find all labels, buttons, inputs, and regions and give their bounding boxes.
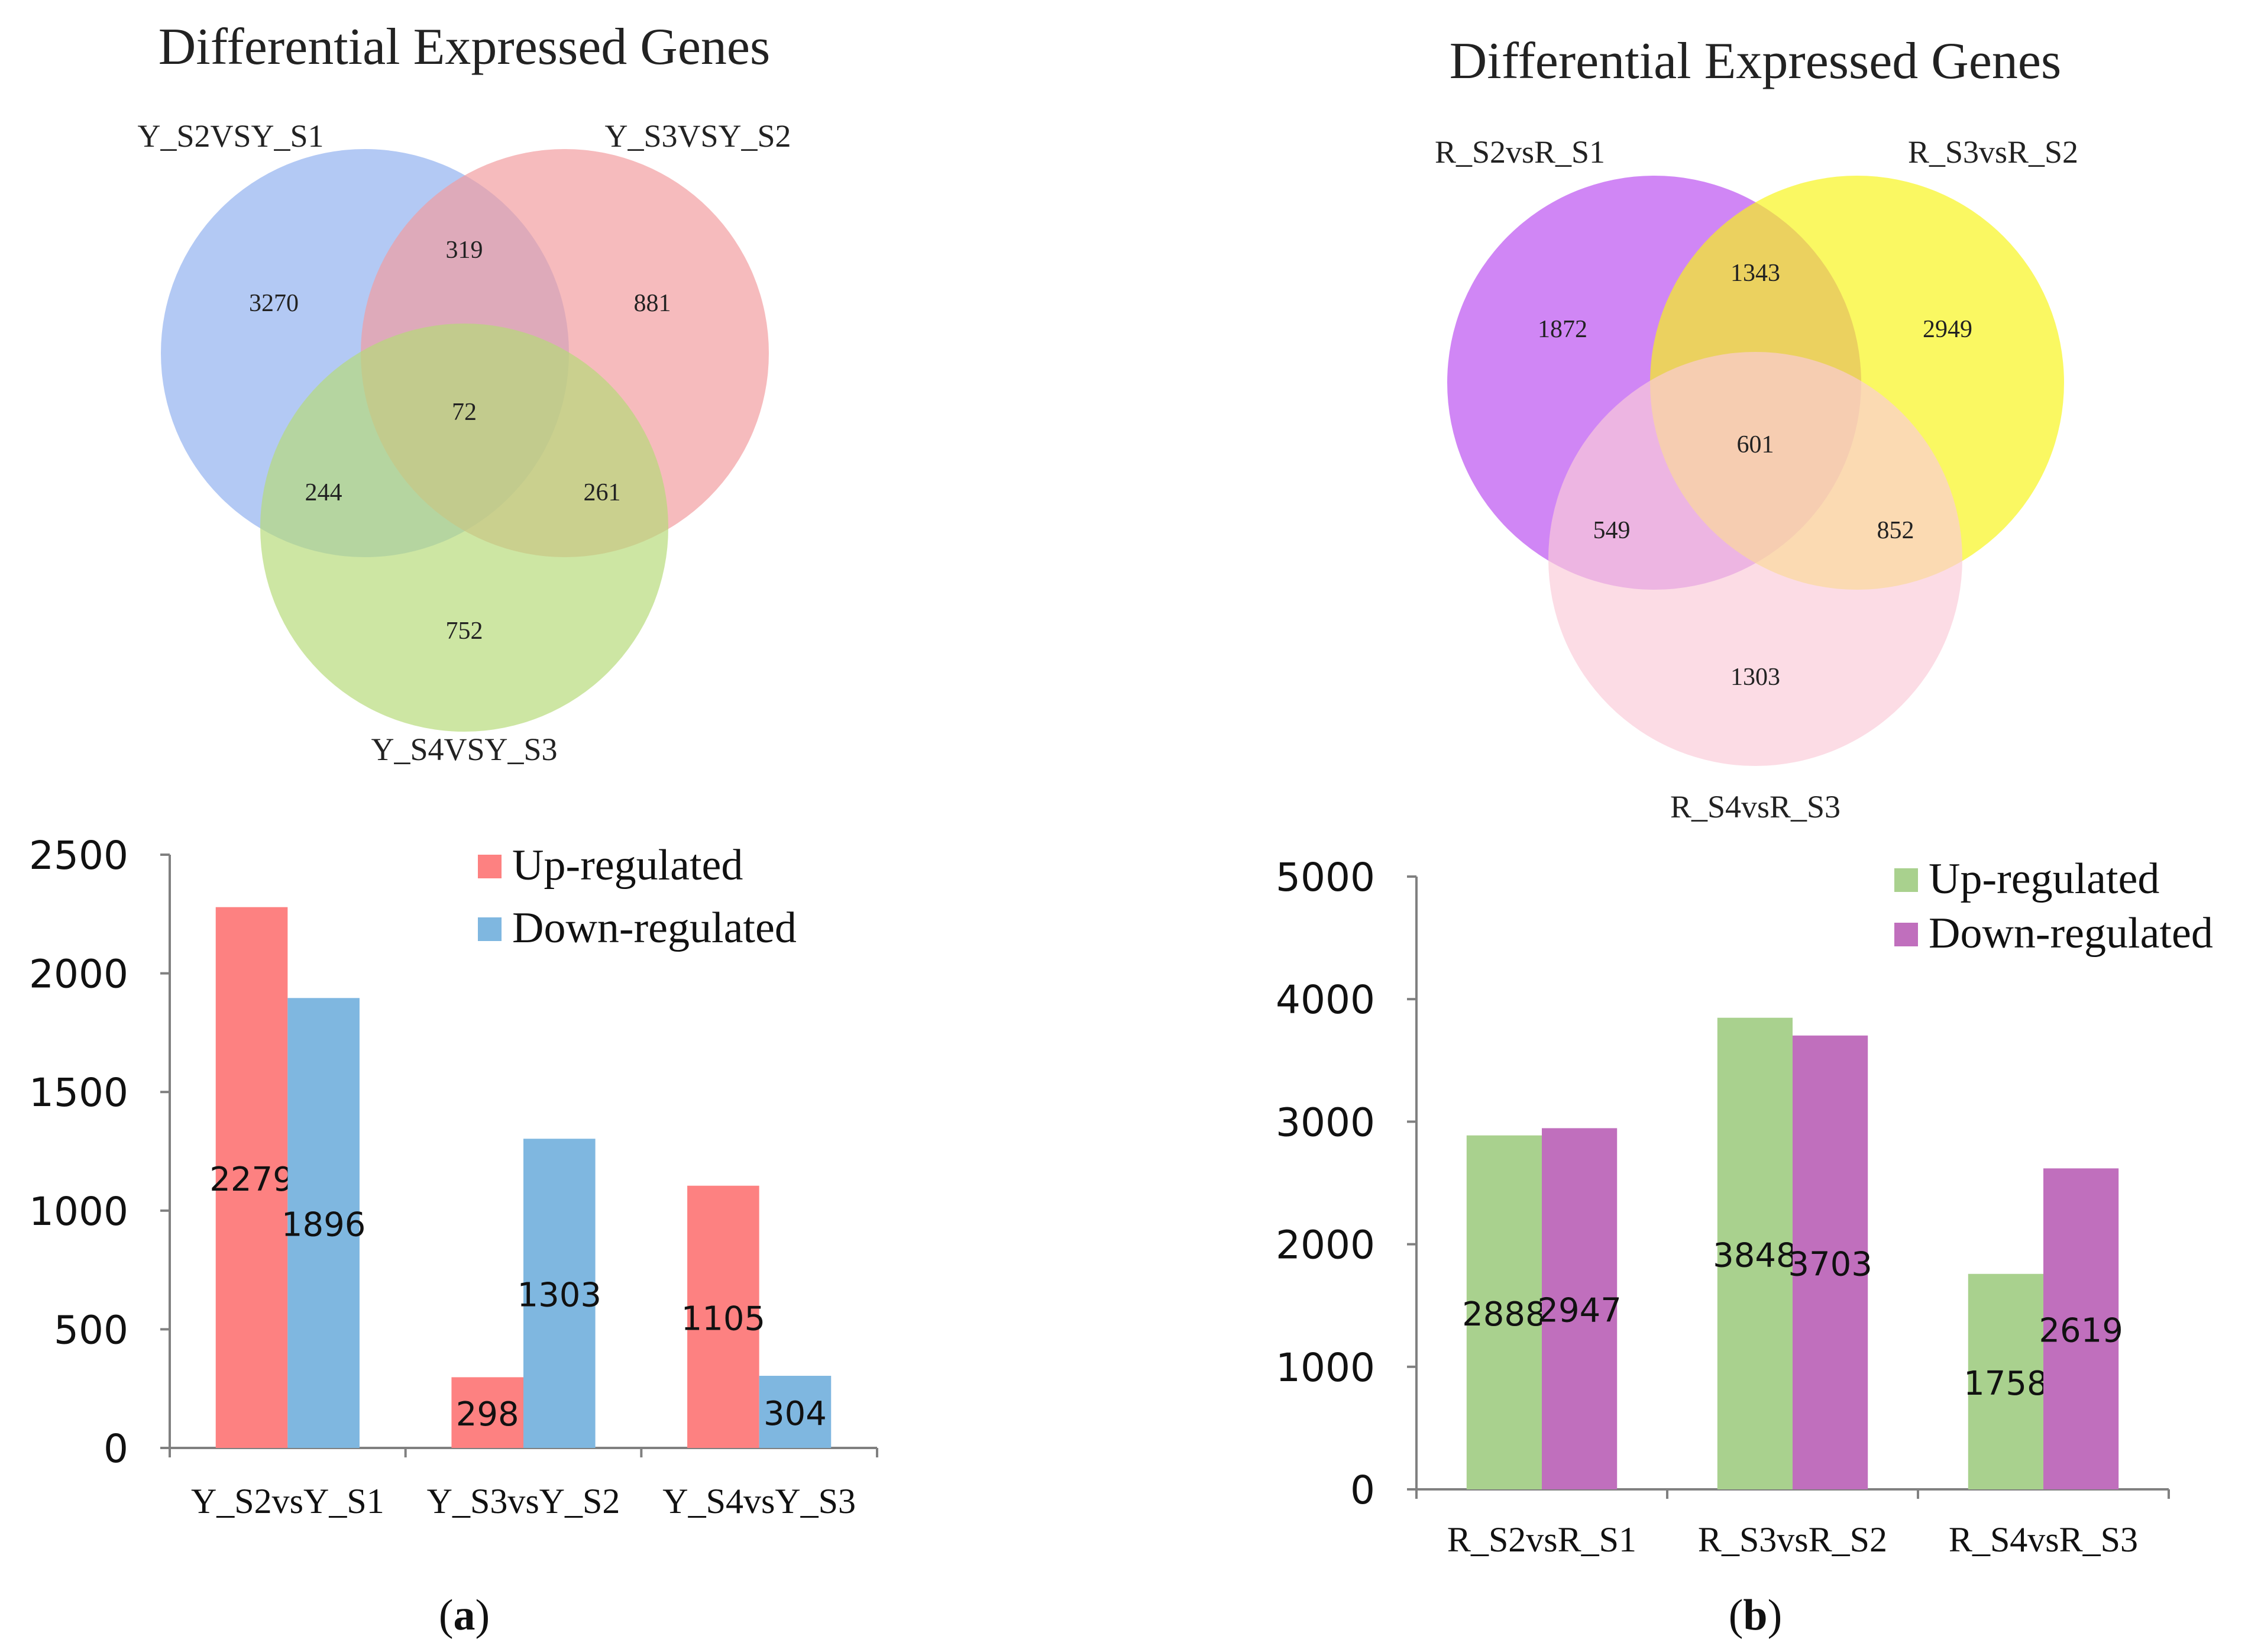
venn-a-region-123: 72 xyxy=(452,399,477,426)
data-label-a: 1105 xyxy=(681,1299,766,1338)
legend-label-a: Up-regulated xyxy=(512,841,743,890)
venn-a-region-12: 319 xyxy=(446,237,483,264)
venn-b-set-label-2: R_S3vsR_S2 xyxy=(1908,134,2078,170)
bar-b-up xyxy=(1717,1017,1793,1489)
y-tick-label-b: 2000 xyxy=(1276,1223,1375,1268)
legend-swatch-a xyxy=(478,855,502,878)
y-tick-label-a: 2500 xyxy=(29,833,128,878)
panel-label-a-letter: a xyxy=(454,1591,476,1640)
y-tick-label-a: 1000 xyxy=(29,1189,128,1234)
data-label-a: 304 xyxy=(764,1395,827,1433)
panel-label-b-letter: b xyxy=(1743,1591,1767,1640)
venn-b-circle-3 xyxy=(1548,352,1962,766)
data-label-b: 2947 xyxy=(1537,1292,1622,1330)
bar-a-down xyxy=(523,1139,596,1448)
venn-a-region-13: 244 xyxy=(305,479,342,506)
data-label-a: 1303 xyxy=(517,1276,602,1315)
data-label-b: 2888 xyxy=(1462,1295,1547,1334)
bar-chart-a: 0 500 1000 1500 2000 2500 Y_S2vsY_S1 Y_S3vsY_S2… xyxy=(29,833,878,1521)
data-label-a: 2279 xyxy=(209,1160,294,1199)
venn-b: Differential Expressed Genes R_S2vsR_S1 … xyxy=(1435,33,2078,825)
panel-label-a: (a) xyxy=(439,1591,490,1640)
bar-b-down xyxy=(1542,1128,1618,1489)
venn-a-circle-3 xyxy=(260,324,668,732)
y-tick-label-b: 3000 xyxy=(1276,1100,1375,1145)
venn-a-region-1: 3270 xyxy=(249,290,299,317)
legend-swatch-b xyxy=(1894,923,1918,946)
venn-a: Differential Expressed Genes Y_S2VSY_S1 … xyxy=(137,18,791,767)
y-tick-label-a: 1500 xyxy=(29,1070,128,1116)
y-tick-label-b: 1000 xyxy=(1276,1345,1375,1391)
y-tick-label-a: 2000 xyxy=(29,952,128,997)
bar-a-down xyxy=(759,1376,832,1448)
data-label-a: 1896 xyxy=(282,1206,366,1244)
x-category-label-b: R_S3vsR_S2 xyxy=(1698,1520,1887,1559)
legend-label-a: Down-regulated xyxy=(512,904,797,952)
y-tick-label-a: 500 xyxy=(54,1307,128,1353)
data-label-b: 2619 xyxy=(2039,1312,2123,1350)
venn-a-set-label-2: Y_S3VSY_S2 xyxy=(604,118,791,154)
bar-a-up xyxy=(451,1377,523,1448)
legend-swatch-a xyxy=(478,917,502,941)
y-tick-label-b: 0 xyxy=(1350,1467,1375,1513)
venn-b-region-1: 1872 xyxy=(1538,316,1587,343)
x-category-label-a: Y_S2vsY_S1 xyxy=(191,1482,384,1521)
venn-b-set-label-1: R_S2vsR_S1 xyxy=(1435,134,1605,170)
bar-a-up xyxy=(215,907,288,1448)
bar-b-down xyxy=(1793,1035,1868,1489)
venn-b-region-23: 852 xyxy=(1877,517,1914,544)
legend-swatch-b xyxy=(1894,868,1918,892)
x-category-label-b: R_S2vsR_S1 xyxy=(1447,1520,1636,1559)
panel-label-b: (b) xyxy=(1729,1591,1782,1640)
y-tick-label-b: 4000 xyxy=(1276,977,1375,1023)
y-tick-label-b: 5000 xyxy=(1276,855,1375,900)
venn-a-region-23: 261 xyxy=(584,479,621,506)
venn-b-region-13: 549 xyxy=(1593,517,1631,544)
x-category-label-b: R_S4vsR_S3 xyxy=(1949,1520,2138,1559)
venn-b-set-label-3: R_S4vsR_S3 xyxy=(1670,789,1841,825)
bar-b-up xyxy=(1968,1273,2043,1489)
venn-a-set-label-3: Y_S4VSY_S3 xyxy=(371,732,557,767)
bar-b-up xyxy=(1466,1135,1542,1489)
venn-a-region-3: 752 xyxy=(446,618,483,645)
bar-a-up xyxy=(687,1185,759,1448)
venn-b-region-2: 2949 xyxy=(1923,316,1972,343)
legend-label-b: Down-regulated xyxy=(1929,909,2213,958)
legend-label-b: Up-regulated xyxy=(1929,855,2159,903)
venn-b-title: Differential Expressed Genes xyxy=(1450,33,2061,90)
data-label-b: 1758 xyxy=(1964,1365,2048,1403)
venn-b-region-123: 601 xyxy=(1737,431,1774,458)
x-category-label-a: Y_S3vsY_S2 xyxy=(427,1482,620,1521)
bar-a-down xyxy=(287,998,360,1448)
venn-b-region-12: 1343 xyxy=(1730,260,1780,287)
x-category-label-a: Y_S4vsY_S3 xyxy=(662,1482,856,1521)
bar-chart-b: 0 1000 2000 3000 4000 5000 R_S2vsR_S1 R_S3vsR_S… xyxy=(1276,855,2213,1559)
venn-a-title: Differential Expressed Genes xyxy=(159,18,770,76)
bar-b-down xyxy=(2043,1168,2119,1489)
data-label-b: 3848 xyxy=(1713,1236,1797,1275)
venn-a-region-2: 881 xyxy=(634,290,671,317)
venn-b-region-3: 1303 xyxy=(1730,664,1780,691)
venn-a-set-label-1: Y_S2VSY_S1 xyxy=(137,118,324,154)
y-tick-label-a: 0 xyxy=(103,1426,128,1472)
data-label-b: 3703 xyxy=(1788,1245,1872,1284)
data-label-a: 298 xyxy=(456,1395,519,1434)
